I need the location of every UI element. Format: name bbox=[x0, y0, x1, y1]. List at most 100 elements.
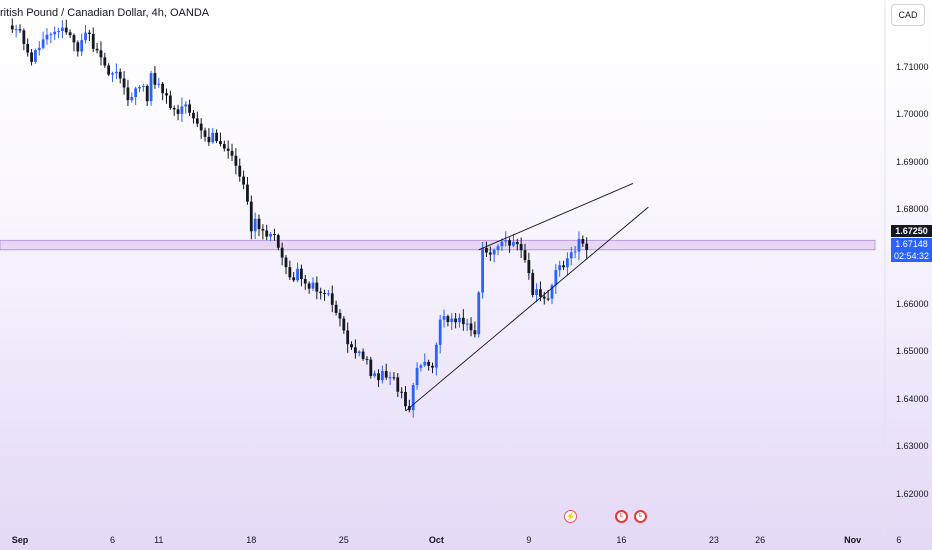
candle-body bbox=[49, 34, 53, 36]
earnings-event-icon-2[interactable]: E bbox=[634, 510, 647, 523]
candle-body bbox=[531, 273, 535, 295]
candle-body bbox=[396, 377, 400, 392]
candle-body bbox=[238, 165, 242, 177]
candle-body bbox=[323, 293, 326, 295]
candle-body bbox=[558, 265, 562, 271]
candle-body bbox=[527, 260, 531, 274]
candle-body bbox=[427, 361, 431, 366]
candle-body bbox=[149, 73, 153, 102]
candle-body bbox=[188, 104, 192, 113]
candle-body bbox=[415, 367, 419, 386]
candle-body bbox=[111, 73, 114, 75]
candle-body bbox=[292, 277, 296, 281]
price-tick-label: 1.70000 bbox=[896, 109, 929, 120]
candle-body bbox=[76, 42, 80, 52]
candle-body bbox=[10, 25, 14, 30]
candle-body bbox=[72, 35, 76, 43]
time-tick-label: 18 bbox=[246, 535, 257, 545]
candle-body bbox=[122, 78, 126, 88]
candle-body bbox=[446, 316, 450, 323]
candle-body bbox=[269, 233, 272, 237]
candle-body bbox=[192, 112, 195, 119]
time-tick-label: 11 bbox=[154, 535, 164, 545]
candle-body bbox=[508, 240, 511, 246]
candle-body bbox=[519, 244, 523, 251]
candle-body bbox=[573, 251, 577, 253]
candle-body bbox=[434, 344, 438, 368]
trendline-lower bbox=[405, 206, 649, 412]
candle-body bbox=[515, 242, 519, 245]
candle-body bbox=[246, 184, 249, 202]
time-tick-label: 6 bbox=[896, 535, 902, 545]
last-price-tag: 1.67148 02:54:32 bbox=[891, 238, 932, 262]
candle-body bbox=[500, 241, 504, 247]
candle-body bbox=[542, 296, 546, 299]
candle-body bbox=[577, 238, 581, 252]
candle-body bbox=[45, 34, 49, 40]
candle-body bbox=[41, 39, 45, 48]
candle-body bbox=[165, 93, 168, 96]
last-price-value: 1.67148 bbox=[895, 239, 928, 249]
candle-body bbox=[392, 377, 396, 379]
candle-body bbox=[118, 71, 122, 79]
candle-body bbox=[14, 29, 18, 31]
candle-body bbox=[157, 83, 161, 85]
candle-body bbox=[53, 31, 57, 35]
candle-body bbox=[454, 318, 458, 323]
price-tick-label: 1.66000 bbox=[896, 298, 929, 309]
candle-body bbox=[22, 30, 26, 44]
candle-body bbox=[566, 258, 569, 268]
candle-body bbox=[311, 282, 315, 289]
candle-body bbox=[95, 48, 99, 51]
candle-body bbox=[84, 32, 87, 41]
trendline-upper bbox=[478, 183, 634, 251]
candle-body bbox=[265, 230, 269, 237]
candle-body bbox=[438, 319, 442, 345]
candle-body bbox=[87, 32, 91, 34]
candle-body bbox=[130, 97, 134, 101]
candle-body bbox=[176, 109, 180, 114]
candle-body bbox=[485, 247, 488, 253]
candle-body bbox=[550, 285, 554, 299]
split-event-icon[interactable]: ⚡ bbox=[564, 510, 577, 523]
candle-body bbox=[134, 88, 138, 98]
candle-body bbox=[222, 144, 226, 149]
candle-body bbox=[99, 50, 103, 58]
candle-body bbox=[315, 282, 319, 292]
candle-body bbox=[477, 292, 481, 335]
candle-body bbox=[249, 201, 253, 232]
price-tick-label: 1.69000 bbox=[896, 156, 929, 167]
candle-body bbox=[404, 391, 407, 407]
candle-body bbox=[423, 361, 427, 366]
candle-body bbox=[431, 365, 434, 368]
time-tick-label: 9 bbox=[526, 535, 532, 545]
candle-body bbox=[327, 293, 330, 295]
candle-body bbox=[203, 130, 207, 137]
candle-body bbox=[68, 32, 72, 36]
candle-body bbox=[342, 318, 346, 331]
candle-body bbox=[107, 65, 111, 75]
time-tick-label: 6 bbox=[110, 535, 116, 545]
candle-body bbox=[273, 233, 276, 236]
candle-body bbox=[184, 104, 188, 107]
candle-body bbox=[535, 289, 538, 295]
chart-title: ritish Pound / Canadian Dollar, 4h, OAND… bbox=[0, 7, 210, 19]
candle-body bbox=[465, 323, 469, 325]
currency-button[interactable]: CAD bbox=[891, 4, 925, 26]
candle-body bbox=[172, 107, 176, 110]
candle-body bbox=[411, 385, 415, 411]
candle-body bbox=[585, 243, 589, 250]
time-tick-label: Oct bbox=[428, 535, 444, 545]
time-tick-label: 23 bbox=[708, 535, 719, 545]
candle-body bbox=[161, 83, 165, 94]
candle-body bbox=[153, 73, 157, 85]
candle-body bbox=[30, 52, 33, 62]
time-tick-label: Sep bbox=[11, 535, 29, 545]
candle-body bbox=[523, 250, 527, 261]
candle-body bbox=[400, 391, 404, 393]
bar-countdown: 02:54:32 bbox=[893, 251, 930, 261]
earnings-event-icon[interactable]: E bbox=[615, 510, 628, 523]
candle-body bbox=[492, 249, 496, 255]
